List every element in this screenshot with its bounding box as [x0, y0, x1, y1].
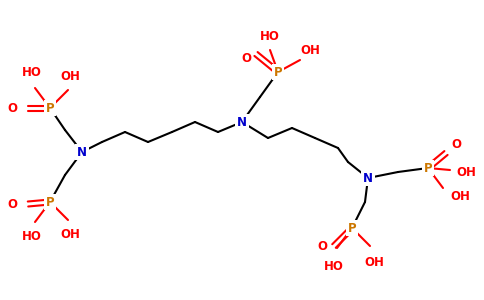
Text: P: P: [45, 101, 54, 115]
Text: HO: HO: [22, 230, 42, 244]
Text: HO: HO: [260, 31, 280, 44]
Text: HO: HO: [324, 260, 344, 272]
Text: N: N: [363, 172, 373, 184]
Text: OH: OH: [364, 256, 384, 269]
Text: P: P: [45, 196, 54, 208]
Text: O: O: [7, 197, 17, 211]
Text: O: O: [241, 52, 251, 64]
Text: OH: OH: [60, 70, 80, 83]
Text: P: P: [424, 161, 432, 175]
Text: OH: OH: [450, 190, 470, 202]
Text: P: P: [273, 65, 282, 79]
Text: O: O: [451, 137, 461, 151]
Text: O: O: [317, 239, 327, 253]
Text: O: O: [7, 101, 17, 115]
Text: OH: OH: [456, 167, 476, 179]
Text: OH: OH: [300, 44, 320, 56]
Text: P: P: [348, 221, 356, 235]
Text: N: N: [77, 146, 87, 158]
Text: N: N: [237, 116, 247, 128]
Text: OH: OH: [60, 227, 80, 241]
Text: HO: HO: [22, 67, 42, 80]
